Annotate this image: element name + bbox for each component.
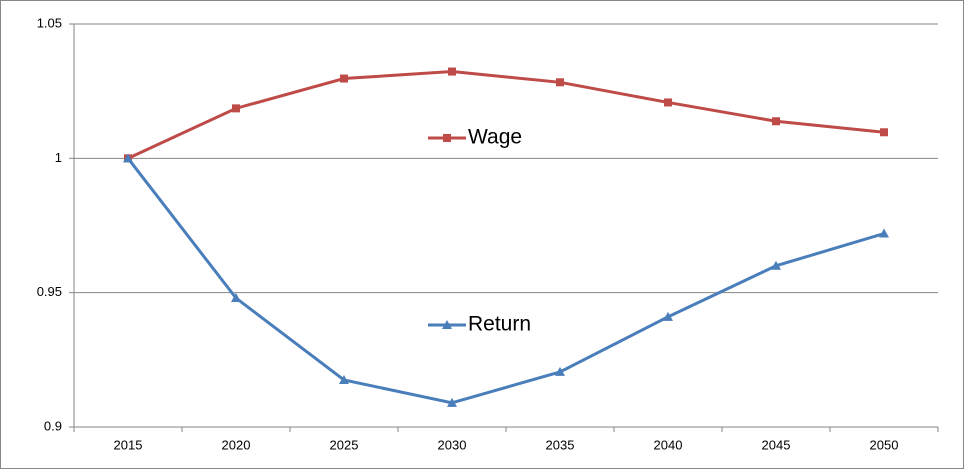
marker [664, 98, 672, 107]
y-tick-label: 0.95 [37, 284, 62, 299]
marker [123, 153, 133, 163]
marker [555, 366, 565, 376]
y-tick-label: 1 [55, 150, 62, 165]
marker [880, 128, 888, 137]
x-tick-label: 2015 [114, 437, 143, 452]
marker [442, 320, 452, 329]
series-line [127, 70, 885, 160]
marker [663, 311, 673, 321]
marker [340, 74, 348, 83]
y-tick-label: 1.05 [37, 15, 62, 30]
marker [447, 397, 457, 407]
marker [339, 374, 349, 384]
marker [448, 67, 456, 76]
x-tick-label: 2040 [654, 437, 683, 452]
legend-label: Return [468, 313, 531, 336]
marker [879, 228, 889, 238]
marker [232, 104, 240, 113]
y-tick-label: 0.9 [44, 418, 62, 433]
series-line [126, 157, 885, 405]
x-tick-label: 2045 [762, 437, 791, 452]
marker [772, 117, 780, 126]
x-tick-label: 2035 [546, 437, 575, 452]
marker [556, 78, 564, 87]
x-tick-label: 2030 [438, 437, 467, 452]
marker [443, 134, 451, 142]
x-tick-label: 2050 [870, 437, 899, 452]
x-tick-label: 2020 [222, 437, 251, 452]
marker [771, 260, 781, 270]
legend-label: Wage [468, 126, 522, 149]
marker [231, 293, 241, 303]
x-tick-label: 2025 [330, 437, 359, 452]
